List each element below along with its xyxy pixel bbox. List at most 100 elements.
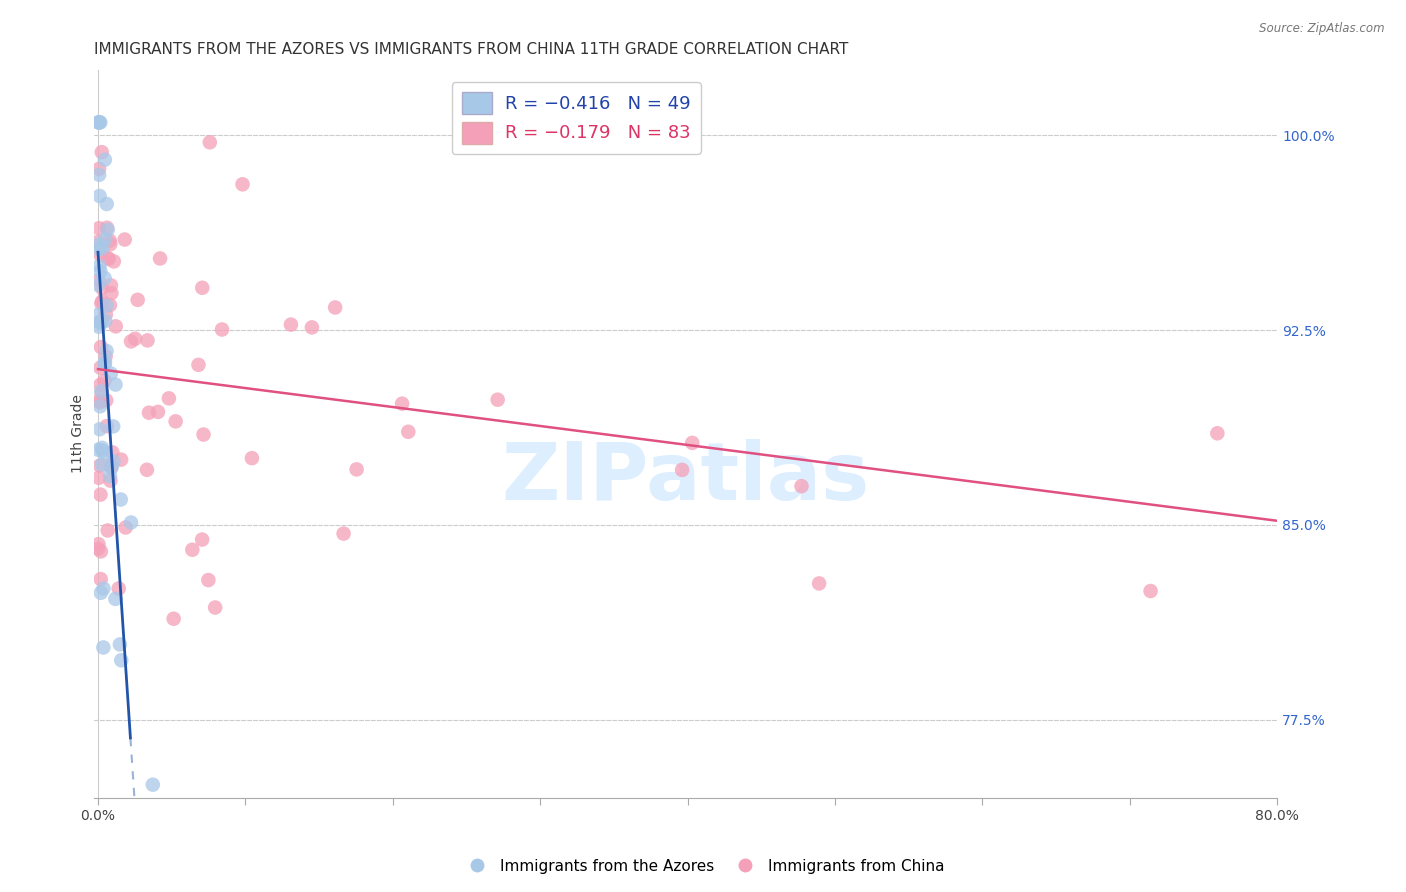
Point (396, 425, 419, 439)
Point (100, 458, 122, 473)
Point (96, 299, 118, 313)
Point (110, 653, 132, 667)
Point (136, 463, 159, 477)
Point (87, 221, 110, 235)
Point (87, 168, 110, 182)
Point (96, 393, 118, 408)
Point (87, 471, 110, 485)
Point (104, 319, 127, 334)
Point (96, 197, 118, 211)
Point (101, 419, 124, 434)
Point (90, 385, 112, 400)
Point (187, 358, 209, 372)
Point (103, 254, 125, 268)
Point (114, 520, 136, 534)
Point (89, 422, 111, 436)
Point (96, 419, 118, 434)
Point (100, 474, 122, 488)
Point (91, 294, 114, 309)
Point (89, 458, 111, 473)
Point (671, 463, 693, 477)
Point (87, 273, 110, 287)
Point (198, 136, 221, 150)
Point (90, 572, 112, 586)
Point (97, 223, 120, 237)
Point (87, 541, 110, 556)
Point (91, 240, 114, 254)
Point (138, 406, 160, 420)
Point (211, 322, 233, 336)
Point (110, 492, 132, 507)
Point (94, 350, 117, 364)
Point (197, 573, 219, 587)
Point (240, 451, 263, 466)
Point (94, 153, 117, 167)
Point (93, 271, 115, 285)
Point (104, 377, 127, 392)
Point (90, 458, 112, 472)
Point (87, 161, 110, 176)
Point (90, 145, 112, 160)
Point (89, 360, 111, 375)
Point (346, 462, 368, 476)
Point (191, 533, 214, 547)
Point (120, 334, 142, 349)
Point (89, 115, 111, 129)
Point (93, 357, 115, 371)
Point (332, 526, 354, 541)
Point (232, 178, 254, 192)
Point (90, 314, 112, 328)
Point (87, 319, 110, 334)
Legend: Immigrants from the Azores, Immigrants from China: Immigrants from the Azores, Immigrants f… (456, 853, 950, 880)
Point (146, 405, 169, 419)
Point (97, 252, 120, 266)
Point (136, 334, 159, 348)
Point (100, 278, 122, 293)
Point (100, 459, 122, 474)
Point (90, 248, 112, 262)
Point (94, 355, 117, 369)
Point (89, 316, 111, 330)
Point (323, 301, 346, 315)
Point (89, 259, 111, 273)
Point (89, 399, 111, 413)
Point (104, 591, 127, 606)
Point (163, 612, 186, 626)
Point (93, 374, 115, 388)
Point (108, 637, 131, 651)
Point (89, 242, 111, 256)
Point (486, 392, 509, 407)
Point (204, 600, 226, 615)
Point (89, 115, 111, 129)
Point (391, 397, 413, 411)
Point (94, 308, 117, 322)
Point (89, 189, 111, 203)
Point (97, 524, 120, 538)
Point (94, 232, 117, 246)
Point (114, 233, 136, 247)
Point (98, 237, 121, 252)
Point (89, 315, 111, 329)
Point (101, 445, 124, 459)
Point (100, 367, 122, 381)
Text: Source: ZipAtlas.com: Source: ZipAtlas.com (1260, 22, 1385, 36)
Point (97, 251, 120, 265)
Point (89, 487, 111, 501)
Point (1206, 426, 1229, 441)
Point (1139, 584, 1161, 599)
Y-axis label: 11th Grade: 11th Grade (72, 394, 86, 474)
Text: ZIPatlas: ZIPatlas (502, 439, 869, 516)
Point (98, 469, 121, 483)
Point (124, 332, 146, 346)
Legend: R = −0.416   N = 49, R = −0.179   N = 83: R = −0.416 N = 49, R = −0.179 N = 83 (451, 82, 700, 153)
Point (193, 427, 215, 442)
Point (790, 479, 813, 493)
Point (100, 460, 122, 475)
Point (91, 441, 114, 455)
Point (90, 296, 112, 310)
Text: IMMIGRANTS FROM THE AZORES VS IMMIGRANTS FROM CHINA 11TH GRADE CORRELATION CHART: IMMIGRANTS FROM THE AZORES VS IMMIGRANTS… (94, 42, 848, 57)
Point (107, 582, 129, 596)
Point (90, 544, 112, 558)
Point (94, 314, 117, 328)
Point (90, 586, 112, 600)
